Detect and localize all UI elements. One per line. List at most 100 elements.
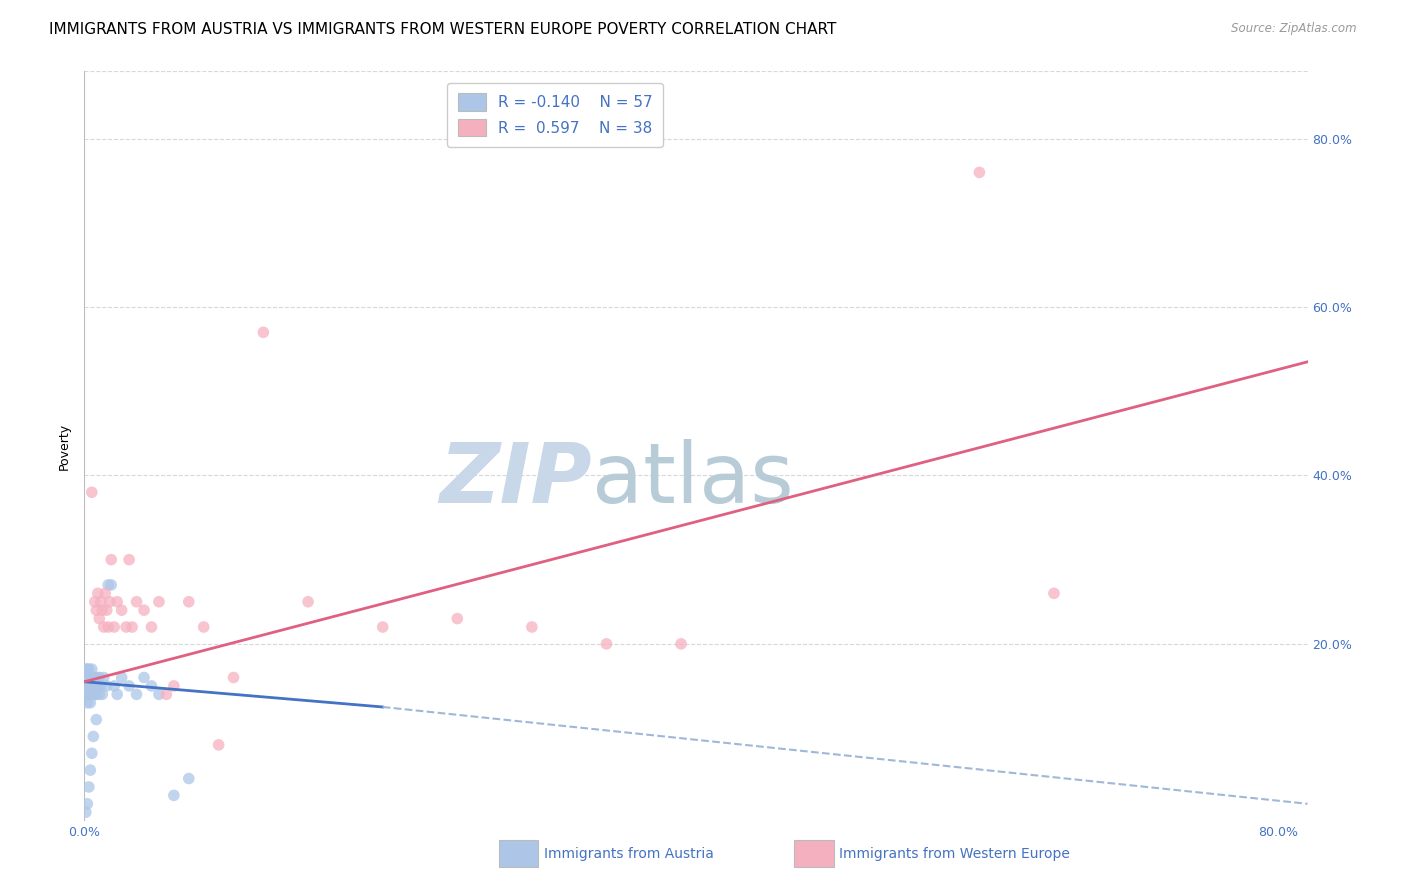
Point xyxy=(125,595,148,609)
Point xyxy=(1043,586,1066,600)
Point xyxy=(155,687,177,701)
Point xyxy=(79,696,101,710)
Y-axis label: Poverty: Poverty xyxy=(58,423,72,469)
Point xyxy=(76,687,98,701)
Point xyxy=(132,603,155,617)
Point xyxy=(163,679,186,693)
Point xyxy=(595,637,617,651)
Point xyxy=(141,620,163,634)
Point xyxy=(77,687,100,701)
Text: Immigrants from Western Europe: Immigrants from Western Europe xyxy=(839,847,1070,861)
Point xyxy=(77,780,100,794)
Point xyxy=(76,679,98,693)
Point xyxy=(520,620,543,634)
Text: IMMIGRANTS FROM AUSTRIA VS IMMIGRANTS FROM WESTERN EUROPE POVERTY CORRELATION CH: IMMIGRANTS FROM AUSTRIA VS IMMIGRANTS FR… xyxy=(49,22,837,37)
Point xyxy=(100,578,122,592)
Legend: R = -0.140    N = 57, R =  0.597    N = 38: R = -0.140 N = 57, R = 0.597 N = 38 xyxy=(447,83,664,147)
Point xyxy=(87,671,110,685)
Point xyxy=(83,679,105,693)
Point xyxy=(80,485,103,500)
Point xyxy=(89,671,111,685)
Point xyxy=(98,595,121,609)
Point xyxy=(79,763,101,777)
Point xyxy=(115,620,138,634)
Point xyxy=(371,620,394,634)
Point xyxy=(87,586,110,600)
Point xyxy=(87,679,110,693)
Point xyxy=(80,746,103,760)
Point xyxy=(76,662,98,676)
Point xyxy=(207,738,229,752)
Point xyxy=(969,165,991,179)
Point xyxy=(446,611,468,625)
Point xyxy=(79,687,101,701)
Point xyxy=(83,595,105,609)
Point xyxy=(75,671,97,685)
Point xyxy=(252,326,274,340)
Point xyxy=(80,687,103,701)
Point xyxy=(97,620,120,634)
Point xyxy=(148,687,170,701)
Point xyxy=(89,687,111,701)
Point xyxy=(91,603,114,617)
Point xyxy=(77,679,100,693)
Point xyxy=(222,671,245,685)
Point xyxy=(84,603,107,617)
Point xyxy=(84,679,107,693)
Point xyxy=(297,595,319,609)
Point xyxy=(83,687,105,701)
Point xyxy=(91,687,114,701)
Point xyxy=(80,679,103,693)
Point xyxy=(82,671,104,685)
Point xyxy=(76,696,98,710)
Point xyxy=(111,671,134,685)
Point xyxy=(669,637,692,651)
Point xyxy=(76,679,98,693)
Point xyxy=(90,595,112,609)
Point xyxy=(82,730,104,744)
Point xyxy=(79,679,101,693)
Point xyxy=(193,620,215,634)
Text: ZIP: ZIP xyxy=(439,439,592,520)
Point xyxy=(118,552,141,566)
Point xyxy=(80,671,103,685)
Point xyxy=(163,789,186,803)
Point xyxy=(96,679,118,693)
Point xyxy=(148,595,170,609)
Point xyxy=(111,603,134,617)
Point xyxy=(125,687,148,701)
Point xyxy=(75,679,97,693)
Point xyxy=(80,662,103,676)
Point xyxy=(84,687,107,701)
Point xyxy=(96,603,118,617)
Point xyxy=(82,679,104,693)
Point xyxy=(77,662,100,676)
Text: atlas: atlas xyxy=(592,439,794,520)
Text: Immigrants from Austria: Immigrants from Austria xyxy=(544,847,714,861)
Point xyxy=(79,671,101,685)
Point xyxy=(97,578,120,592)
Point xyxy=(118,679,141,693)
Point xyxy=(76,797,98,811)
Point xyxy=(141,679,163,693)
Point xyxy=(105,595,128,609)
Point xyxy=(177,595,200,609)
Point xyxy=(105,687,128,701)
Point xyxy=(100,552,122,566)
Point xyxy=(177,772,200,786)
Text: Source: ZipAtlas.com: Source: ZipAtlas.com xyxy=(1232,22,1357,36)
Point xyxy=(89,611,111,625)
Point xyxy=(83,671,105,685)
Point xyxy=(84,713,107,727)
Point xyxy=(75,687,97,701)
Point xyxy=(93,671,115,685)
Point xyxy=(75,662,97,676)
Point xyxy=(94,586,117,600)
Point xyxy=(93,620,115,634)
Point xyxy=(103,620,125,634)
Point xyxy=(90,679,112,693)
Point xyxy=(82,687,104,701)
Point xyxy=(77,671,100,685)
Point xyxy=(103,679,125,693)
Point xyxy=(75,805,97,820)
